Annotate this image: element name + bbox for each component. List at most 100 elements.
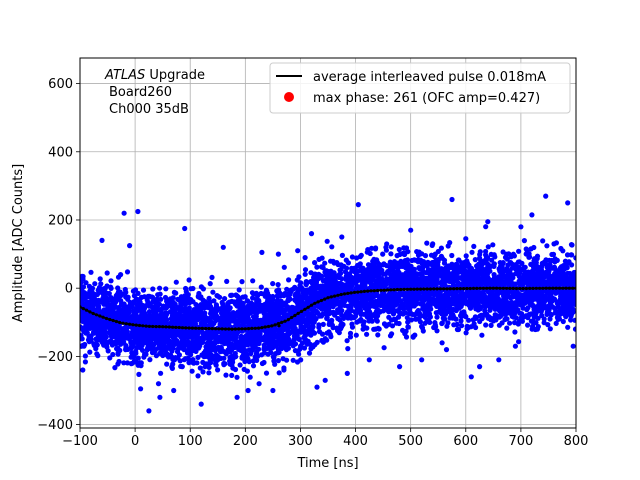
sample-point	[265, 306, 271, 312]
sample-point	[516, 248, 522, 254]
sample-point	[115, 274, 122, 280]
sample-point	[213, 362, 219, 368]
sample-point	[541, 320, 547, 326]
sample-point	[194, 360, 200, 366]
sample-point	[286, 277, 292, 283]
sample-point	[231, 318, 237, 324]
sample-point	[402, 290, 408, 296]
sample-point	[463, 253, 469, 259]
sample-point	[95, 334, 101, 340]
sample-point	[405, 319, 411, 325]
sample-point	[284, 286, 290, 292]
sample-point	[88, 313, 94, 320]
sample-point	[87, 349, 93, 355]
sample-point	[136, 343, 142, 349]
sample-point	[108, 285, 114, 291]
sample-point	[572, 326, 576, 332]
sample-point	[569, 252, 575, 258]
sample-point	[270, 293, 276, 300]
sample-point	[405, 324, 411, 330]
sample-point	[199, 352, 205, 358]
sample-point	[389, 309, 395, 315]
sample-point	[195, 305, 201, 311]
sample-point	[471, 243, 477, 249]
sample-point	[338, 266, 344, 272]
sample-point	[94, 351, 100, 357]
sample-point	[252, 315, 258, 321]
sample-point	[158, 296, 164, 302]
sample-point	[80, 287, 85, 293]
sample-point	[507, 308, 513, 314]
sample-point	[449, 261, 455, 267]
sample-point	[388, 251, 394, 257]
sample-point	[355, 262, 361, 268]
sample-point	[349, 324, 356, 330]
sample-point	[441, 305, 447, 311]
sample-point	[157, 285, 163, 291]
sample-point	[261, 345, 267, 351]
sample-point	[543, 288, 549, 294]
sample-point	[389, 323, 396, 329]
sample-point	[504, 325, 510, 331]
sample-point	[247, 374, 253, 380]
sample-point	[346, 276, 352, 282]
sample-point	[547, 326, 553, 332]
sample-point	[288, 289, 294, 295]
sample-point	[498, 313, 504, 319]
sample-point	[308, 346, 314, 352]
sample-point	[308, 289, 314, 295]
sample-point	[343, 257, 349, 263]
sample-point	[373, 245, 379, 251]
sample-point	[221, 362, 227, 368]
sample-point	[275, 358, 281, 364]
sample-point	[224, 278, 230, 284]
sample-point	[132, 334, 138, 340]
sample-point	[204, 302, 210, 308]
sample-point	[464, 326, 470, 332]
sample-point	[416, 249, 422, 255]
sample-point	[236, 287, 242, 293]
sample-point	[298, 280, 304, 286]
sample-point	[407, 275, 413, 281]
sample-point	[432, 322, 438, 328]
sample-point	[95, 303, 101, 309]
sample-point	[130, 339, 136, 345]
sample-point	[231, 345, 238, 351]
sample-point	[510, 251, 516, 257]
sample-point	[147, 357, 153, 363]
sample-point	[258, 284, 264, 290]
sample-point	[311, 319, 317, 325]
sample-point	[555, 316, 561, 322]
sample-point	[504, 316, 510, 322]
sample-point	[130, 326, 136, 333]
sample-point	[175, 296, 181, 302]
sample-point	[265, 330, 271, 336]
sample-point	[488, 322, 494, 328]
sample-point	[250, 278, 256, 284]
sample-point	[135, 355, 141, 361]
sample-point	[92, 281, 98, 287]
sample-point	[524, 290, 530, 297]
sample-point	[109, 332, 115, 338]
sample-point	[565, 324, 571, 330]
sample-point	[200, 369, 206, 375]
sample-point	[433, 310, 439, 316]
sample-point	[270, 281, 276, 287]
sample-point	[169, 319, 175, 325]
sample-point	[124, 360, 131, 366]
sample-point	[175, 346, 181, 352]
sample-point	[434, 314, 440, 320]
sample-point	[80, 335, 84, 341]
sample-point	[296, 351, 302, 357]
sample-point	[456, 269, 462, 275]
sample-point	[439, 340, 445, 346]
sample-point	[185, 316, 191, 322]
sample-point	[114, 332, 120, 338]
sample-point	[377, 264, 383, 270]
sample-point	[158, 307, 164, 313]
sample-point	[115, 350, 121, 356]
sample-point	[395, 263, 401, 269]
sample-point	[343, 282, 349, 288]
sample-point	[401, 245, 407, 251]
